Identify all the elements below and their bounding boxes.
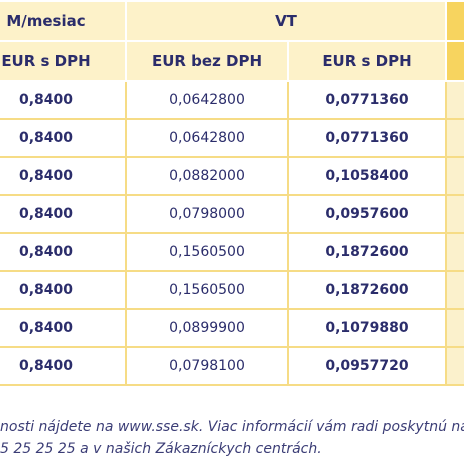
header-cell: [445, 0, 464, 42]
cell: 0,0899900: [125, 308, 289, 348]
cell: 0,0798000: [125, 194, 289, 234]
cell: 0,0957600: [287, 194, 447, 234]
cell: 0,8400: [0, 118, 127, 158]
cell: [445, 118, 464, 158]
cell: 0,0771360: [287, 80, 447, 120]
cell: 0,8400: [0, 194, 127, 234]
data-row: 0,8400 0,1560500 0,1872600: [0, 232, 464, 272]
cell: 0,0798100: [125, 346, 289, 386]
cell: [445, 80, 464, 120]
header-cell: EUR bez DPH: [125, 40, 289, 82]
cell: 0,8400: [0, 346, 127, 386]
data-row: 0,8400 0,0899900 0,1079880: [0, 308, 464, 348]
cell: 0,8400: [0, 80, 127, 120]
cell: 0,8400: [0, 156, 127, 196]
data-row: 0,8400 0,0642800 0,0771360: [0, 118, 464, 158]
header-cell: EUR s DPH: [0, 40, 127, 82]
header-cell: EUR s DPH: [287, 40, 447, 82]
footer-line: 5 25 25 25 a v našich Zákazníckych centr…: [0, 441, 322, 457]
cell: [445, 270, 464, 310]
cell: [445, 308, 464, 348]
price-table: M/mesiac VT EUR s DPH EUR bez DPH EUR s …: [0, 0, 464, 386]
cell: 0,1872600: [287, 232, 447, 272]
cell: 0,0882000: [125, 156, 289, 196]
cell: 0,8400: [0, 270, 127, 310]
cell: 0,0642800: [125, 80, 289, 120]
cell: 0,0771360: [287, 118, 447, 158]
cell: [445, 232, 464, 272]
header-cell: [445, 40, 464, 82]
footer: nosti nájdete na www.sse.sk. Viac inform…: [0, 416, 464, 460]
cell: 0,1872600: [287, 270, 447, 310]
cell: 0,1079880: [287, 308, 447, 348]
cell: 0,1560500: [125, 232, 289, 272]
header-row: EUR s DPH EUR bez DPH EUR s DPH: [0, 40, 464, 82]
cell: 0,1058400: [287, 156, 447, 196]
header-cell: M/mesiac: [0, 0, 127, 42]
cell: [445, 194, 464, 234]
cell: 0,1560500: [125, 270, 289, 310]
header-row: M/mesiac VT: [0, 0, 464, 42]
cell: 0,0957720: [287, 346, 447, 386]
table-area: M/mesiac VT EUR s DPH EUR bez DPH EUR s …: [0, 0, 464, 386]
cell: [445, 346, 464, 386]
cell: [445, 156, 464, 196]
data-row: 0,8400 0,0798000 0,0957600: [0, 194, 464, 234]
data-row: 0,8400 0,0642800 0,0771360: [0, 80, 464, 120]
cell: 0,8400: [0, 232, 127, 272]
data-row: 0,8400 0,0798100 0,0957720: [0, 346, 464, 386]
cell: 0,0642800: [125, 118, 289, 158]
header-cell: VT: [125, 0, 447, 42]
data-row: 0,8400 0,1560500 0,1872600: [0, 270, 464, 310]
cell: 0,8400: [0, 308, 127, 348]
footer-line: nosti nájdete na www.sse.sk. Viac inform…: [0, 419, 464, 435]
data-row: 0,8400 0,0882000 0,1058400: [0, 156, 464, 196]
